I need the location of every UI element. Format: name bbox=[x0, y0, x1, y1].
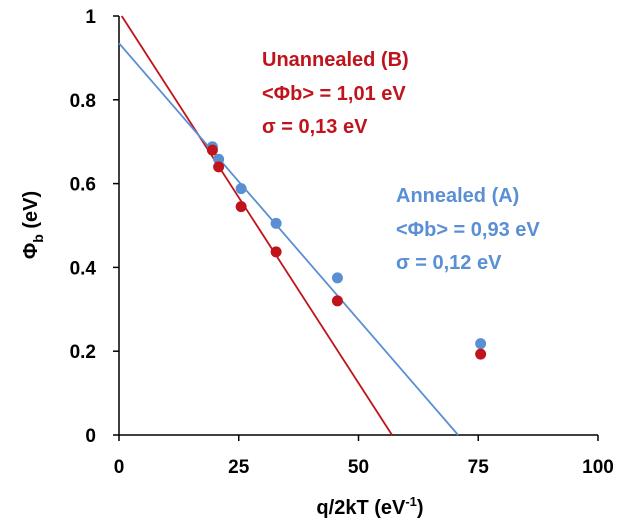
x-axis-title-sup: -1 bbox=[405, 494, 417, 509]
data-point-annealed bbox=[331, 272, 343, 284]
y-tick-label: 0.2 bbox=[70, 342, 96, 363]
y-tick-label: 0.4 bbox=[70, 258, 97, 279]
y-tick-label: 1 bbox=[85, 7, 96, 28]
x-tick-label: 0 bbox=[114, 457, 125, 478]
annotation-annealed-line1: Annealed (A) bbox=[396, 185, 519, 207]
annotation-unannealed-line1: Unannealed (B) bbox=[262, 49, 409, 71]
fit-lines bbox=[118, 15, 459, 436]
y-tick-label: 0 bbox=[85, 426, 96, 447]
data-point-unannealed bbox=[331, 295, 343, 307]
annotation-unannealed-line2: <Φb> = 1,01 eV bbox=[262, 83, 406, 105]
data-point-unannealed bbox=[270, 246, 282, 258]
tick-labels: 0 25 50 75 100 0 0.2 0.4 0.6 0.8 1 bbox=[70, 7, 614, 478]
y-axis-title-end: (eV) bbox=[20, 191, 42, 234]
y-tick-label: 0.6 bbox=[70, 175, 96, 196]
y-tick-label: 0.8 bbox=[70, 91, 96, 112]
x-axis-title: q/2kT (eV-1) bbox=[316, 494, 423, 519]
data-point-annealed bbox=[213, 153, 225, 165]
axes bbox=[113, 15, 599, 441]
fit-line-unannealed bbox=[120, 15, 393, 436]
data-points bbox=[206, 141, 487, 360]
x-tick-label: 75 bbox=[468, 457, 490, 478]
x-axis-title-end: ) bbox=[417, 497, 424, 519]
data-point-annealed bbox=[475, 338, 487, 350]
annotation-unannealed-line3: σ = 0,13 eV bbox=[262, 116, 368, 138]
data-point-unannealed bbox=[475, 348, 487, 360]
x-tick-label: 25 bbox=[228, 457, 250, 478]
annotation-unannealed: Unannealed (B) <Φb> = 1,01 eV σ = 0,13 e… bbox=[262, 49, 409, 138]
y-axis-title-sub: b bbox=[30, 234, 46, 243]
x-tick-label: 50 bbox=[348, 457, 369, 478]
data-point-unannealed bbox=[235, 201, 247, 213]
data-point-annealed bbox=[235, 183, 247, 195]
data-point-unannealed bbox=[213, 161, 225, 173]
fit-line-annealed bbox=[118, 42, 459, 436]
annotation-annealed-line2: <Φb> = 0,93 eV bbox=[396, 219, 540, 241]
annotation-annealed-line3: σ = 0,12 eV bbox=[396, 252, 502, 274]
x-tick-label: 100 bbox=[582, 457, 614, 478]
y-axis-title: Φb (eV) bbox=[20, 191, 46, 259]
annotation-annealed: Annealed (A) <Φb> = 0,93 eV σ = 0,12 eV bbox=[396, 185, 540, 274]
data-point-annealed bbox=[270, 217, 282, 229]
data-point-unannealed bbox=[206, 144, 218, 156]
